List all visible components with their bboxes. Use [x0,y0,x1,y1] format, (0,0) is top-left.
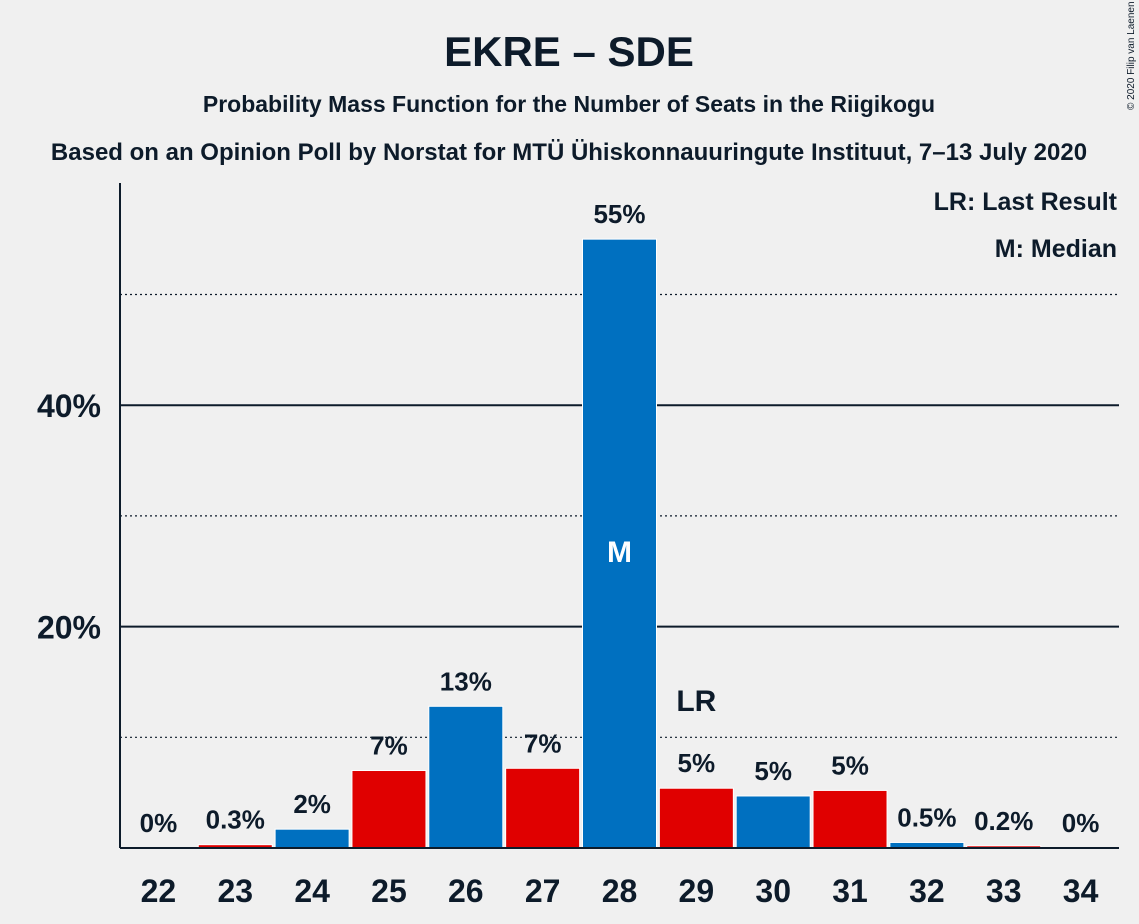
x-tick-label: 32 [909,873,945,909]
bar [274,828,350,849]
chart-source: Based on an Opinion Poll by Norstat for … [51,139,1087,166]
bar [428,705,504,849]
x-tick-label: 34 [1063,873,1099,909]
data-label: 0% [140,808,178,838]
x-tick-label: 27 [525,873,561,909]
legend-median: M: Median [995,235,1117,263]
data-label: 2% [293,789,331,819]
data-label: 13% [440,666,492,696]
x-tick-label: 30 [755,873,791,909]
data-label: 55% [593,199,645,229]
bar [735,795,811,849]
y-tick-labels: 20% 40% [37,388,101,645]
chart-title: EKRE – SDE [444,28,694,75]
last-result-marker: LR [676,685,716,718]
data-label: 0.2% [974,806,1033,836]
chart-subtitle: Probability Mass Function for the Number… [203,91,935,117]
x-tick-label: 31 [832,873,868,909]
x-tick-label: 25 [371,873,407,909]
bar [582,238,657,849]
bars [197,238,1042,849]
x-tick-label: 33 [986,873,1022,909]
data-label: 5% [678,748,716,778]
x-tick-label: 23 [217,873,253,909]
data-label: 7% [524,728,562,758]
x-tick-label: 29 [679,873,715,909]
data-labels: 0% 0.3% 2% 7% 13% 7% 55% M 5% LR 5% 5% 0.5% 0.2% 0% [140,199,1100,838]
data-label: 5% [754,756,792,786]
data-label: 7% [370,731,408,761]
bar [351,770,427,849]
x-tick-label: 26 [448,873,484,909]
x-tick-label: 28 [602,873,638,909]
legend-last-result: LR: Last Result [934,188,1118,216]
data-label: 5% [831,750,869,780]
x-tick-labels: 22 23 24 25 26 27 28 29 30 31 32 33 34 [141,873,1099,909]
bar [658,787,734,849]
bar [812,789,888,849]
x-tick-label: 22 [141,873,177,909]
y-tick-label: 20% [37,610,101,646]
copyright-text: © 2020 Filip van Laenen [1126,1,1137,110]
median-marker: M [607,536,632,569]
x-tick-label: 24 [294,873,330,909]
bar [505,767,581,849]
data-label: 0% [1062,808,1100,838]
y-tick-label: 40% [37,388,101,424]
data-label: 0.3% [206,805,265,835]
data-label: 0.5% [897,802,956,832]
